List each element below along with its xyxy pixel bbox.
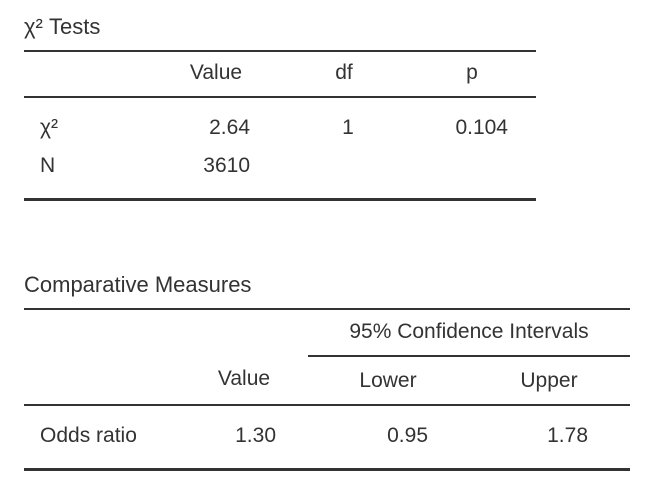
header-rule [24,404,630,406]
chi-tests-title: χ² Tests [24,14,101,39]
row-df: 1 [342,116,354,139]
ci-header: 95% Confidence Intervals [349,320,589,343]
row-label: N [40,154,56,177]
row-label: Odds ratio [40,424,137,447]
row-lower: 0.95 [387,424,428,447]
header-rule [24,96,536,98]
row-p: 0.104 [455,116,508,139]
header-value: Value [189,61,243,84]
row-upper: 1.78 [547,424,588,447]
header-upper: Upper [520,369,578,392]
top-rule [24,308,630,310]
header-lower: Lower [359,369,417,392]
row-label: χ² [40,116,59,139]
row-value: 2.64 [209,116,250,139]
top-rule [24,50,536,52]
comparative-title: Comparative Measures [24,272,252,297]
ci-rule [308,355,630,357]
row-value: 1.30 [235,424,276,447]
header-df: df [335,61,353,84]
bottom-rule [24,468,630,471]
row-value: 3610 [203,154,250,177]
header-value: Value [217,367,271,390]
header-p: p [466,61,478,84]
bottom-rule [24,198,536,201]
